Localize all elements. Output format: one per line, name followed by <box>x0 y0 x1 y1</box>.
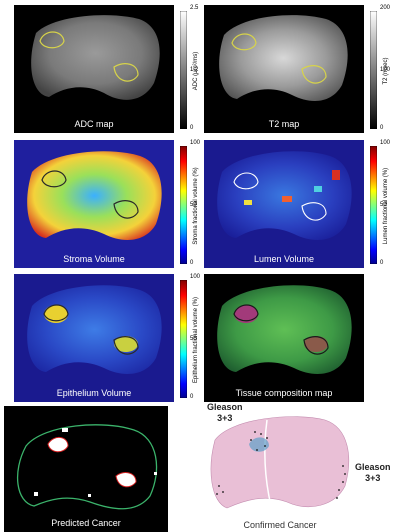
t2-tick-mid: 100 <box>380 67 391 73</box>
lumen-tick-mid: 50 <box>380 202 387 208</box>
stroma-colorbar-label: Stroma fractional volume (%) <box>193 167 199 245</box>
epithelium-volume-caption: Epithelium Volume <box>56 388 132 398</box>
adc-map-image <box>14 5 174 133</box>
stroma-tick-max: 100 <box>190 140 201 146</box>
confirmed-cancer-panel: Gleason 3+3 Gleason 3+3 Confirmed Cancer <box>205 400 400 532</box>
t2-map-image <box>204 5 364 133</box>
adc-map-caption: ADC map <box>74 119 114 129</box>
adc-colorbar-label: ADC (μm²/ms) <box>193 51 199 91</box>
stroma-tick-min: 0 <box>190 260 194 266</box>
stroma-volume-caption: Stroma Volume <box>63 254 125 264</box>
predicted-cancer-caption: Predicted Cancer <box>51 518 121 528</box>
epithelium-volume-image <box>14 274 174 402</box>
stroma-volume-panel: Stroma Volume 100 50 0 Stroma fractional… <box>14 140 234 270</box>
adc-map-panel: ADC map 2.5 1.2 0 ADC (μm²/ms) <box>14 5 234 135</box>
tissue-composition-caption: Tissue composition map <box>235 388 333 398</box>
adc-colorbar <box>180 11 187 129</box>
predicted-cancer-panel: Predicted Cancer <box>4 406 168 532</box>
t2-tick-max: 200 <box>380 5 391 11</box>
lumen-colorbar-label: Lumen fractional volume (%) <box>383 167 389 245</box>
tissue-composition-image <box>204 274 364 402</box>
epithelium-tick-max: 100 <box>190 274 201 280</box>
lumen-colorbar <box>370 146 377 264</box>
confirmed-cancer-caption: Confirmed Cancer <box>243 520 317 530</box>
t2-map-caption: T2 map <box>268 119 300 129</box>
t2-tick-min: 0 <box>380 125 384 131</box>
adc-tick-min: 0 <box>190 125 194 131</box>
tissue-composition-panel: Tissue composition map <box>204 274 364 404</box>
t2-colorbar-label: T2 (msec) <box>383 57 389 85</box>
epithelium-tick-mid: 50 <box>190 336 197 342</box>
lumen-volume-caption: Lumen Volume <box>253 254 315 264</box>
epithelium-tick-min: 0 <box>190 394 194 400</box>
epithelium-volume-panel: Epithelium Volume 100 50 0 Epithelium fr… <box>14 274 234 404</box>
adc-tick-max: 2.5 <box>190 5 199 11</box>
histology-image <box>205 410 355 522</box>
gleason-right-label: Gleason 3+3 <box>355 462 391 483</box>
lumen-volume-image <box>204 140 364 268</box>
lumen-volume-panel: Lumen Volume 100 50 0 Lumen fractional v… <box>204 140 400 270</box>
t2-colorbar <box>370 11 377 129</box>
stroma-tick-mid: 50 <box>190 202 197 208</box>
t2-map-panel: T2 map 200 100 0 T2 (msec) <box>204 5 400 135</box>
lumen-tick-min: 0 <box>380 260 384 266</box>
lumen-tick-max: 100 <box>380 140 391 146</box>
stroma-colorbar <box>180 146 187 264</box>
epithelium-colorbar <box>180 280 187 398</box>
gleason-left-label: Gleason 3+3 <box>207 402 243 423</box>
predicted-cancer-image <box>4 406 168 532</box>
stroma-volume-image <box>14 140 174 268</box>
epithelium-colorbar-label: Epithelium fractional volume (%) <box>193 296 199 384</box>
adc-tick-mid: 1.2 <box>190 67 199 73</box>
